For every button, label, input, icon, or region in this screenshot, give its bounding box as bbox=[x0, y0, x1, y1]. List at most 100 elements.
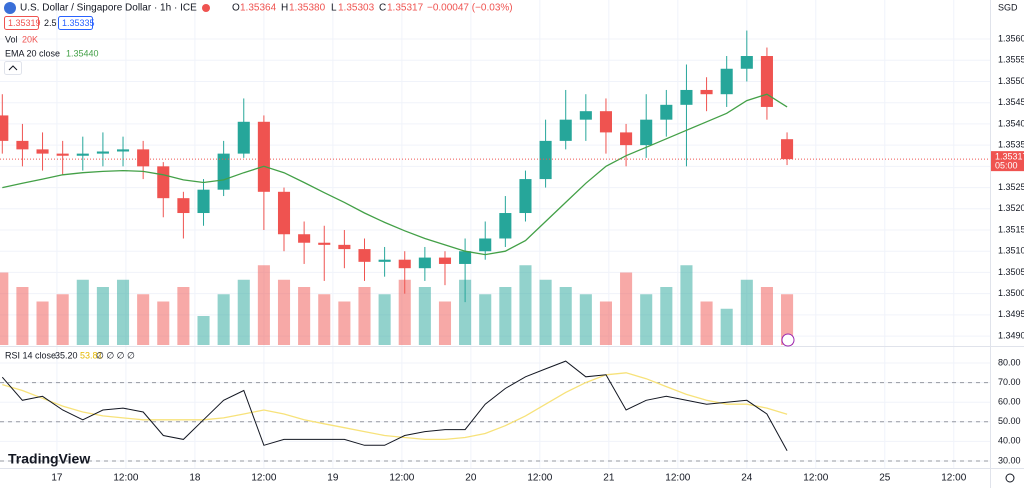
volume-bar bbox=[116, 279, 130, 345]
ohlc-label: C bbox=[379, 3, 386, 14]
volume-bar bbox=[760, 287, 773, 345]
candle-body bbox=[398, 259, 411, 269]
settings-icon[interactable] bbox=[1005, 473, 1015, 483]
candle-body bbox=[620, 132, 633, 146]
countdown: 05:00 bbox=[995, 161, 1018, 171]
x-tick-label: 20 bbox=[465, 473, 477, 484]
volume-bar bbox=[599, 301, 612, 345]
candle-body bbox=[760, 56, 773, 107]
volume-bar bbox=[539, 279, 552, 345]
volume-bar bbox=[16, 287, 29, 345]
candle-body bbox=[116, 149, 130, 152]
symbol-title: U.S. Dollar / Singapore Dollar · 1h · IC… bbox=[20, 3, 197, 14]
volume-bar bbox=[720, 308, 733, 345]
rsi-ma-line bbox=[2, 372, 788, 441]
x-tick-label: 12:00 bbox=[665, 473, 690, 484]
candle-body bbox=[197, 189, 210, 214]
y-tick-label: 1.35350 bbox=[998, 140, 1024, 150]
volume-bar bbox=[177, 287, 190, 345]
volume-bar bbox=[137, 294, 150, 345]
candle-body bbox=[660, 104, 673, 120]
candle-body bbox=[438, 257, 452, 264]
logo: TradingView bbox=[8, 451, 90, 467]
ohlc-value: 1.35380 bbox=[289, 3, 326, 14]
candle-body bbox=[720, 68, 733, 95]
rsi-tick-label: 80.00 bbox=[998, 357, 1021, 367]
candle-body bbox=[579, 111, 592, 120]
y-tick-label: 1.35050 bbox=[998, 267, 1024, 277]
ask: 1.35335 bbox=[62, 18, 95, 28]
ask-box[interactable] bbox=[58, 16, 93, 30]
volume-value: 20K bbox=[22, 34, 38, 44]
volume-bar bbox=[217, 294, 230, 345]
volume-bar bbox=[680, 265, 693, 345]
volume-bar bbox=[0, 272, 9, 345]
currency: SGD bbox=[998, 2, 1018, 12]
ema-value: 1.35440 bbox=[66, 48, 99, 58]
candle-body bbox=[177, 198, 190, 214]
volume-bar bbox=[499, 287, 512, 345]
x-tick-label: 17 bbox=[51, 473, 63, 484]
candle-body bbox=[781, 139, 794, 160]
symbol-icon bbox=[4, 2, 16, 14]
candle-body bbox=[358, 249, 371, 262]
candle-body bbox=[277, 191, 291, 235]
candle-body bbox=[76, 153, 89, 156]
change-value: −0.00047 (−0.03%) bbox=[427, 3, 513, 14]
volume-name: Vol bbox=[5, 34, 18, 44]
candle-body bbox=[418, 257, 431, 269]
volume-bar bbox=[338, 301, 351, 345]
y-tick-label: 1.35500 bbox=[998, 76, 1024, 86]
volume-bar bbox=[519, 265, 532, 345]
rsi-tick-label: 40.00 bbox=[998, 436, 1021, 446]
y-tick-label: 1.35250 bbox=[998, 182, 1024, 192]
candle-body bbox=[338, 244, 351, 250]
x-tick-label: 19 bbox=[327, 473, 339, 484]
rsi-extra: ∅ ∅ ∅ ∅ bbox=[96, 350, 135, 360]
y-tick-label: 1.35600 bbox=[998, 33, 1024, 43]
candle-body bbox=[539, 140, 552, 180]
candle-body bbox=[559, 119, 572, 141]
y-tick-label: 1.34900 bbox=[998, 330, 1024, 340]
rsi-tick-label: 50.00 bbox=[998, 416, 1021, 426]
grid bbox=[0, 0, 990, 468]
y-tick-label: 1.35450 bbox=[998, 97, 1024, 107]
candle-body bbox=[640, 119, 653, 146]
rsi-tick-label: 30.00 bbox=[998, 455, 1021, 465]
candle-body bbox=[157, 166, 170, 199]
candle-body bbox=[740, 56, 753, 69]
volume-bar bbox=[459, 279, 472, 345]
candle-body bbox=[0, 115, 9, 141]
candle-body bbox=[459, 251, 472, 264]
volume-bar bbox=[660, 287, 673, 345]
candle-body bbox=[680, 89, 693, 105]
ohlc-value: 1.35317 bbox=[387, 3, 424, 14]
volume-bar bbox=[298, 287, 311, 345]
candle-body bbox=[599, 111, 612, 133]
x-tick-label: 18 bbox=[189, 473, 201, 484]
volume-bar bbox=[700, 301, 713, 345]
y-tick-label: 1.35000 bbox=[998, 288, 1024, 298]
y-tick-label: 1.35150 bbox=[998, 224, 1024, 234]
bid-box[interactable] bbox=[4, 16, 39, 30]
last-price-label: 1.35317 bbox=[995, 152, 1024, 162]
volume-bar bbox=[579, 294, 592, 345]
x-tick-label: 12:00 bbox=[527, 473, 552, 484]
rsi-tick-label: 70.00 bbox=[998, 377, 1021, 387]
volume-bar bbox=[157, 301, 170, 345]
ema-line bbox=[2, 93, 788, 256]
ohlc-label: O bbox=[232, 3, 240, 14]
volume-bar bbox=[358, 287, 371, 345]
collapse-button[interactable] bbox=[4, 61, 22, 75]
y-tick-label: 1.35100 bbox=[998, 246, 1024, 256]
volume-bar bbox=[438, 301, 452, 345]
volume-bar bbox=[197, 316, 210, 345]
x-tick-label: 25 bbox=[879, 473, 891, 484]
event-icon[interactable] bbox=[781, 333, 795, 347]
y-tick-label: 1.35200 bbox=[998, 203, 1024, 213]
x-tick-label: 12:00 bbox=[803, 473, 828, 484]
x-tick-label: 12:00 bbox=[941, 473, 966, 484]
volume-bar bbox=[559, 287, 572, 345]
ohlc-value: 1.35364 bbox=[240, 3, 277, 14]
